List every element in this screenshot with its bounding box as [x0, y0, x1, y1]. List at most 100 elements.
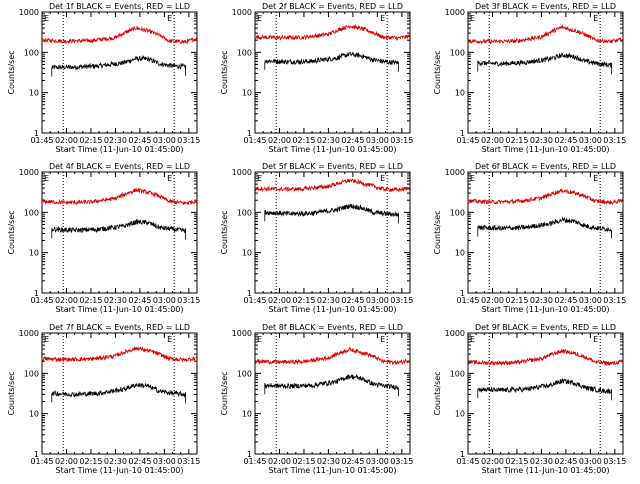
y-tick-label: 100: [450, 208, 465, 217]
lld-series-line: [41, 187, 198, 206]
y-axis-label: Counts/sec: [220, 210, 229, 254]
x-tick-label: 02:30: [317, 296, 340, 305]
x-axis-label: Start Time (11-Jun-10 01:45:00): [56, 466, 184, 475]
x-tick-label: 01:45: [30, 296, 53, 305]
y-tick-label: 1: [247, 129, 252, 138]
lld-series-line: [254, 178, 410, 193]
y-tick-label: 100: [24, 48, 39, 57]
lld-series-line: [467, 24, 624, 45]
y-tick-label: 10: [455, 249, 465, 258]
x-axis-label: Start Time (11-Jun-10 01:45:00): [56, 305, 184, 314]
plot-frame: [41, 171, 198, 294]
x-tick-label: 02:30: [104, 296, 127, 305]
marker-letter: E: [257, 335, 262, 344]
x-tick-label: 03:15: [390, 296, 413, 305]
marker-letter: E: [470, 14, 475, 23]
x-tick-label: 02:45: [341, 136, 364, 145]
x-tick-label: 02:45: [128, 296, 151, 305]
panel-title: Det 9f BLACK = Events, RED = LLD: [475, 323, 616, 332]
x-tick-label: 03:00: [153, 296, 176, 305]
lld-series-line: [255, 346, 411, 366]
lld-series-line: [254, 24, 411, 41]
marker-letter: E: [44, 174, 49, 183]
x-tick-label: 02:00: [268, 457, 291, 466]
x-tick-label: 02:00: [268, 296, 291, 305]
y-tick-label: 1: [247, 450, 252, 459]
plot-frame: [41, 332, 198, 455]
x-tick-label: 03:00: [153, 457, 176, 466]
x-tick-label: 01:45: [456, 457, 479, 466]
x-axis-label: Start Time (11-Jun-10 01:45:00): [269, 466, 397, 475]
y-axis-label: Counts/sec: [433, 50, 442, 94]
plot-frame: [41, 11, 198, 134]
x-axis-label: Start Time (11-Jun-10 01:45:00): [482, 145, 610, 154]
y-tick-label: 1: [460, 450, 465, 459]
x-tick-label: 03:15: [390, 136, 413, 145]
lld-series-line: [467, 348, 624, 367]
events-series-line: [477, 52, 612, 75]
lld-series-line: [467, 188, 624, 206]
detector-panel: Det 3f BLACK = Events, RED = LLD 1 10 100 10…: [433, 2, 626, 154]
marker-letter: E: [380, 174, 385, 183]
x-tick-label: 02:45: [128, 457, 151, 466]
x-tick-label: 01:45: [243, 136, 266, 145]
marker-letter: E: [44, 14, 49, 23]
x-tick-label: 02:00: [55, 457, 78, 466]
marker-letter: E: [257, 174, 262, 183]
marker-letter: E: [593, 335, 598, 344]
events-series-line: [477, 216, 612, 239]
x-tick-label: 02:00: [55, 296, 78, 305]
x-tick-label: 03:15: [177, 136, 200, 145]
x-tick-label: 02:15: [505, 136, 528, 145]
y-tick-label: 1: [34, 450, 39, 459]
x-tick-label: 02:15: [292, 136, 315, 145]
events-series-line: [264, 374, 400, 397]
y-tick-label: 100: [450, 48, 465, 57]
x-tick-label: 02:30: [317, 136, 340, 145]
x-tick-label: 02:15: [292, 457, 315, 466]
y-tick-label: 100: [237, 369, 252, 378]
y-tick-label: 10: [29, 410, 39, 419]
detector-panel: Det 8f BLACK = Events, RED = LLD 1 10 100 10…: [220, 323, 413, 475]
plot-frame: [254, 171, 411, 294]
panel-title: Det 4f BLACK = Events, RED = LLD: [49, 162, 190, 171]
x-tick-label: 02:45: [554, 136, 577, 145]
plot-frame: [467, 332, 624, 455]
marker-letter: E: [470, 174, 475, 183]
y-tick-label: 10: [455, 410, 465, 419]
panel-title: Det 1f BLACK = Events, RED = LLD: [49, 2, 190, 11]
y-axis-label: Counts/sec: [7, 210, 16, 254]
x-tick-label: 02:15: [292, 296, 315, 305]
events-series-line: [51, 55, 187, 77]
y-tick-label: 1: [34, 129, 39, 138]
events-series-line: [264, 51, 400, 72]
panel-title: Det 2f BLACK = Events, RED = LLD: [262, 2, 403, 11]
y-axis-label: Counts/sec: [7, 371, 16, 415]
x-tick-label: 03:00: [579, 296, 602, 305]
x-tick-label: 02:30: [317, 457, 340, 466]
y-tick-label: 1000: [19, 329, 39, 338]
y-axis-label: Counts/sec: [433, 210, 442, 254]
x-tick-label: 01:45: [30, 457, 53, 466]
detector-panel: Det 5f BLACK = Events, RED = LLD 1 10 100 10…: [220, 162, 413, 314]
y-tick-label: 10: [242, 249, 252, 258]
x-axis-label: Start Time (11-Jun-10 01:45:00): [269, 305, 397, 314]
x-tick-label: 02:00: [481, 136, 504, 145]
detector-panel: Det 9f BLACK = Events, RED = LLD 1 10 100 10…: [433, 323, 626, 475]
marker-letter: E: [167, 14, 172, 23]
marker-letter: E: [593, 14, 598, 23]
y-axis-label: Counts/sec: [220, 50, 229, 94]
events-series-line: [51, 382, 187, 404]
y-tick-label: 10: [455, 89, 465, 98]
y-tick-label: 100: [237, 48, 252, 57]
detector-panel: Det 7f BLACK = Events, RED = LLD 1 10 100 10…: [7, 323, 200, 475]
x-tick-label: 01:45: [243, 457, 266, 466]
x-tick-label: 02:15: [505, 296, 528, 305]
y-tick-label: 10: [242, 89, 252, 98]
panel-title: Det 3f BLACK = Events, RED = LLD: [475, 2, 616, 11]
y-axis-label: Counts/sec: [7, 50, 16, 94]
x-tick-label: 03:15: [390, 457, 413, 466]
x-tick-label: 02:00: [55, 136, 78, 145]
x-tick-label: 03:15: [177, 296, 200, 305]
